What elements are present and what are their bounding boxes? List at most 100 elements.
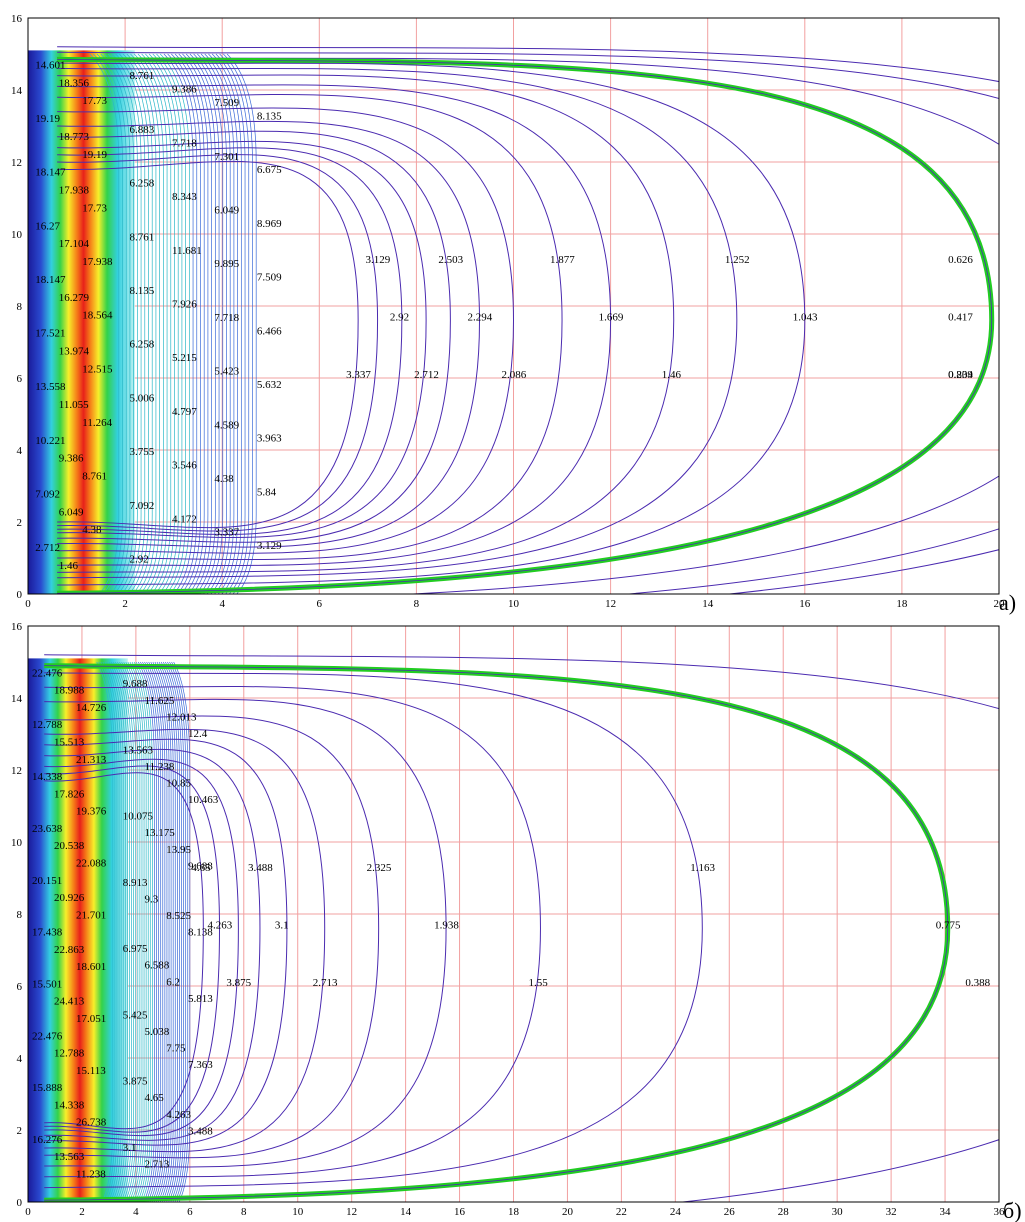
dense-label: 6.588 [145, 960, 170, 972]
x-tick-label: 14 [702, 598, 714, 610]
dense-label: 2.713 [145, 1158, 170, 1170]
contour-line [44, 772, 204, 1130]
strip-label: 17.438 [32, 927, 63, 939]
contour-label: 1.877 [550, 254, 575, 266]
strip-label: 21.313 [76, 754, 107, 766]
dense-label: 9.895 [214, 258, 239, 270]
contour-line [44, 738, 288, 1146]
dense-contour [108, 661, 126, 1202]
strip-label: 15.501 [32, 978, 62, 990]
y-tick-label: 14 [11, 85, 23, 97]
dense-label: 3.1 [123, 1142, 137, 1154]
contour-line [57, 62, 806, 586]
y-tick-label: 4 [17, 1053, 23, 1065]
strip-label: 13.563 [54, 1151, 85, 1163]
x-tick-label: 30 [832, 1206, 844, 1218]
strip-label: 20.151 [32, 875, 62, 887]
dense-contour [146, 661, 164, 1202]
dense-contour [144, 661, 162, 1202]
dense-label: 3.129 [257, 540, 282, 552]
heat-strip [28, 658, 128, 1202]
contour-line [44, 765, 221, 1133]
strip-label: 22.476 [32, 1030, 63, 1042]
dense-contour [167, 53, 198, 594]
contour-label: 0.417 [948, 311, 973, 323]
dense-label: 7.509 [214, 97, 239, 109]
x-tick-label: 24 [670, 1206, 682, 1218]
dense-label: 10.463 [188, 794, 219, 806]
contour-line [57, 154, 379, 532]
x-tick-label: 22 [616, 1206, 627, 1218]
contour-line [44, 698, 447, 1168]
dense-label: 4.172 [172, 513, 197, 525]
contour-line [57, 147, 403, 535]
dense-contour [100, 661, 118, 1202]
strip-label: 11.055 [59, 399, 89, 411]
contour-label: 1.938 [434, 919, 459, 931]
x-tick-label: 16 [799, 598, 811, 610]
dense-contour [117, 661, 134, 1202]
dense-label: 5.215 [172, 352, 197, 364]
contour-label: 0.209 [948, 369, 973, 381]
strip-label: 17.938 [59, 185, 90, 197]
strip-label: 11.264 [82, 417, 112, 429]
contour-label: 3.1 [275, 919, 289, 931]
dense-label: 9.3 [145, 893, 159, 905]
dense-label: 10.85 [166, 778, 191, 790]
strip-label: 22.476 [32, 667, 63, 679]
contour-label: 1.043 [793, 311, 818, 323]
x-tick-label: 14 [400, 1206, 412, 1218]
y-tick-label: 0 [17, 589, 23, 601]
dense-label: 5.813 [188, 993, 213, 1005]
dense-contour [127, 661, 145, 1202]
dense-contour [135, 661, 153, 1202]
strip-label: 23.638 [32, 823, 63, 835]
dense-contour [110, 661, 128, 1202]
contour-line [44, 685, 541, 1178]
x-tick-label: 32 [886, 1206, 897, 1218]
dense-label: 3.963 [257, 433, 282, 445]
strip-label: 17.051 [76, 1013, 106, 1025]
strip-label: 9.386 [59, 453, 84, 465]
y-tick-label: 6 [17, 981, 23, 993]
dense-label: 12.013 [166, 711, 197, 723]
plot-frame [27, 17, 1000, 595]
dense-contour [208, 53, 238, 594]
dense-label: 9.688 [188, 860, 213, 872]
dense-label: 8.969 [257, 218, 282, 230]
contour-label: 2.294 [468, 311, 493, 323]
heat-strip [28, 50, 135, 594]
dense-label: 8.525 [166, 910, 191, 922]
strip-label: 13.558 [35, 381, 66, 393]
x-tick-label: 4 [219, 598, 225, 610]
dense-label: 4.263 [166, 1109, 191, 1121]
dense-label: 10.075 [123, 811, 154, 823]
strip-label: 13.974 [59, 345, 90, 357]
dense-label: 11.681 [172, 245, 202, 257]
panel-b-chart: 0.388 0.775 1.163 1.55 1.938 2.325 2.713 3.1 3.4… [11, 621, 1005, 1218]
dense-contour [106, 661, 124, 1202]
y-tick-label: 12 [11, 157, 22, 169]
dense-label: 8.138 [188, 927, 213, 939]
contour-line [57, 160, 359, 529]
contour-label: 3.129 [366, 254, 391, 266]
contour-line [57, 84, 612, 566]
strip-label: 17.104 [59, 238, 90, 250]
contour-label: 2.712 [414, 369, 439, 381]
strip-label: 20.926 [54, 892, 85, 904]
dense-label: 5.425 [123, 1009, 148, 1021]
dense-label: 5.84 [257, 486, 277, 498]
contour-line [57, 94, 563, 561]
contour-line [44, 715, 380, 1159]
contour-line [57, 67, 738, 579]
x-tick-label: 2 [79, 1206, 85, 1218]
contour-line [44, 748, 261, 1141]
x-tick-label: 20 [994, 598, 1006, 610]
dense-label: 8.761 [129, 70, 154, 82]
dense-label: 6.049 [214, 204, 239, 216]
dense-label: 4.797 [172, 406, 197, 418]
x-tick-label: 0 [25, 1206, 31, 1218]
contour-label: 2.713 [313, 977, 338, 989]
contour-label: 2.92 [390, 311, 409, 323]
highlight-contour-core [57, 59, 993, 594]
